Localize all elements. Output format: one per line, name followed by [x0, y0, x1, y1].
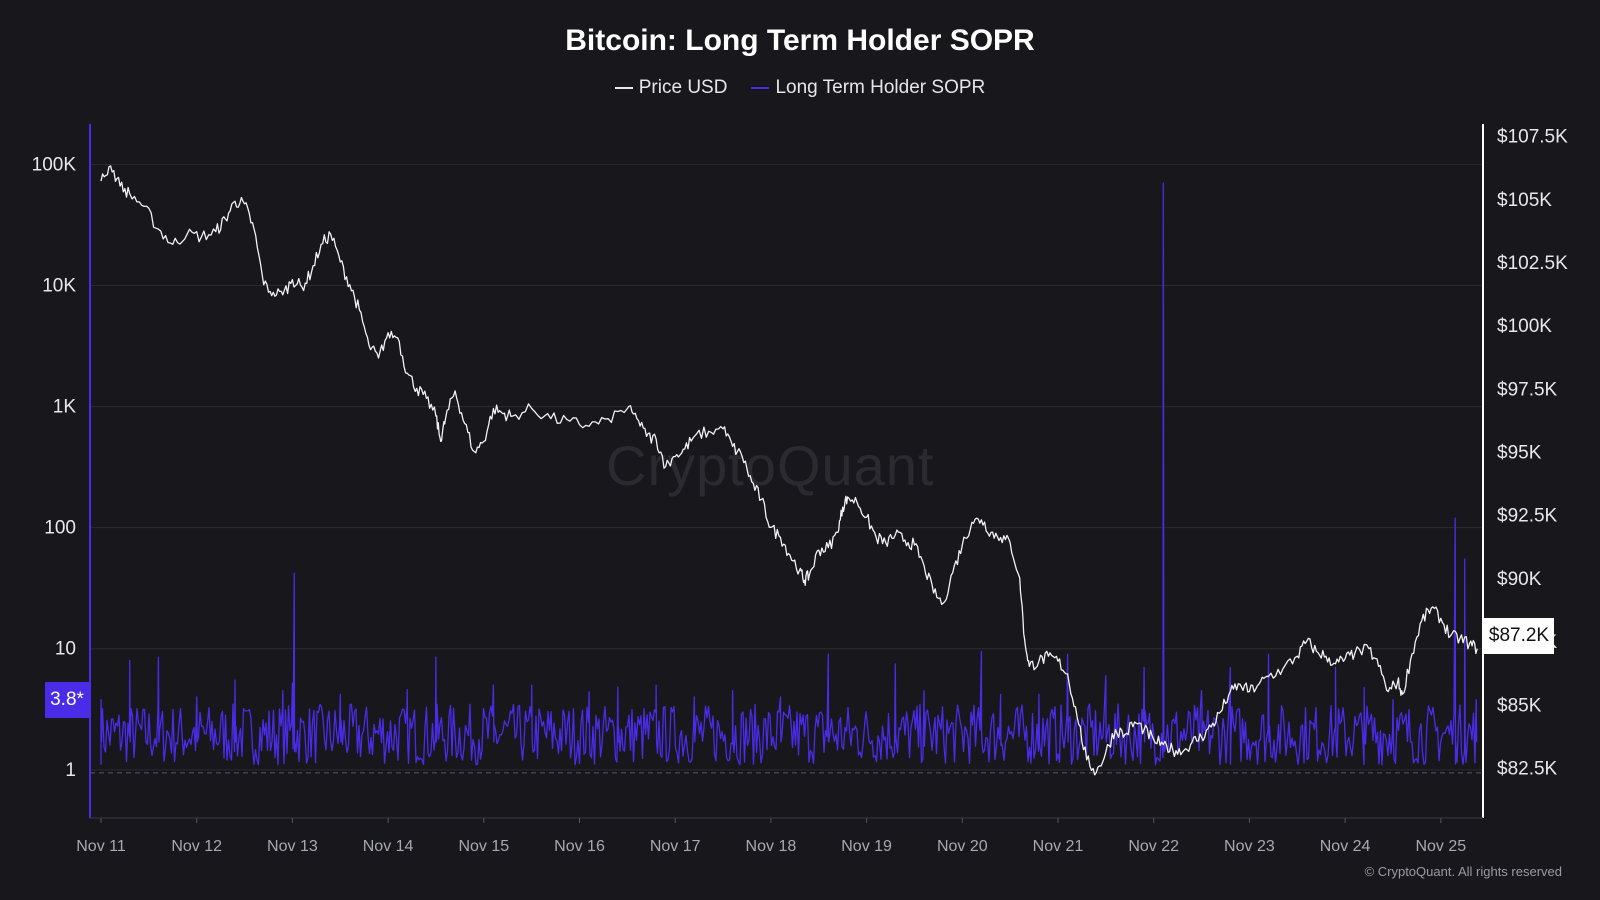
- right-axis-tick-label: $100K: [1497, 316, 1552, 337]
- x-axis-tick-label: Nov 12: [171, 838, 222, 855]
- x-axis-tick-label: Nov 24: [1320, 838, 1371, 855]
- right-axis-tick-label: $95K: [1497, 443, 1542, 464]
- sopr-current-value-badge: 3.8*: [45, 682, 89, 718]
- x-axis-tick-label: Nov 25: [1415, 838, 1466, 855]
- x-axis-tick-label: Nov 23: [1224, 838, 1275, 855]
- x-axis-tick-label: Nov 20: [937, 838, 988, 855]
- right-axis-tick-label: $90K: [1497, 569, 1542, 590]
- x-axis-tick-label: Nov 15: [458, 838, 509, 855]
- x-axis-tick-label: Nov 11: [76, 838, 126, 855]
- right-axis-tick-label: $102.5K: [1497, 253, 1568, 274]
- right-axis-tick-label: $85K: [1497, 695, 1542, 716]
- price-current-value-badge: $87.2K: [1484, 618, 1554, 654]
- legend-label-price: Price USD: [638, 77, 728, 98]
- x-axis-tick-label: Nov 18: [746, 838, 797, 855]
- right-axis-tick-label: $107.5K: [1497, 127, 1568, 148]
- left-axis-tick-label: 1K: [53, 397, 77, 418]
- chart-title: Bitcoin: Long Term Holder SOPR: [565, 24, 1035, 57]
- left-axis-tick-label: 10: [55, 639, 76, 660]
- left-axis-tick-label: 1: [65, 760, 76, 781]
- legend: Price USD Long Term Holder SOPR: [0, 77, 1600, 99]
- x-axis-tick-label: Nov 22: [1128, 838, 1179, 855]
- x-axis-tick-label: Nov 16: [554, 838, 605, 855]
- legend-item-price[interactable]: Price USD: [614, 77, 728, 99]
- x-axis-tick-label: Nov 14: [363, 838, 414, 855]
- price-line[interactable]: [100, 165, 1478, 776]
- legend-item-sopr[interactable]: Long Term Holder SOPR: [751, 77, 985, 99]
- left-axis-tick-label: 10K: [42, 276, 76, 297]
- x-axis-tick-label: Nov 19: [841, 838, 892, 855]
- x-axis-tick-label: Nov 21: [1033, 838, 1084, 855]
- watermark: CryptoQuant: [606, 434, 935, 497]
- x-axis-tick-label: Nov 13: [267, 838, 318, 855]
- x-axis-tick-label: Nov 17: [650, 838, 701, 855]
- copyright-notice: © CryptoQuant. All rights reserved: [1364, 864, 1562, 879]
- legend-swatch-price: [614, 87, 633, 89]
- right-axis-tick-label: $82.5K: [1497, 758, 1558, 779]
- right-axis-tick-label: $92.5K: [1497, 506, 1558, 527]
- sopr-line[interactable]: [100, 182, 1478, 766]
- right-axis-tick-label: $97.5K: [1497, 379, 1558, 400]
- left-axis-tick-label: 100K: [32, 154, 77, 175]
- right-axis-tick-label: $105K: [1497, 190, 1552, 211]
- legend-label-sopr: Long Term Holder SOPR: [775, 77, 986, 98]
- legend-swatch-sopr: [751, 87, 770, 89]
- left-axis-tick-label: 100: [44, 518, 76, 539]
